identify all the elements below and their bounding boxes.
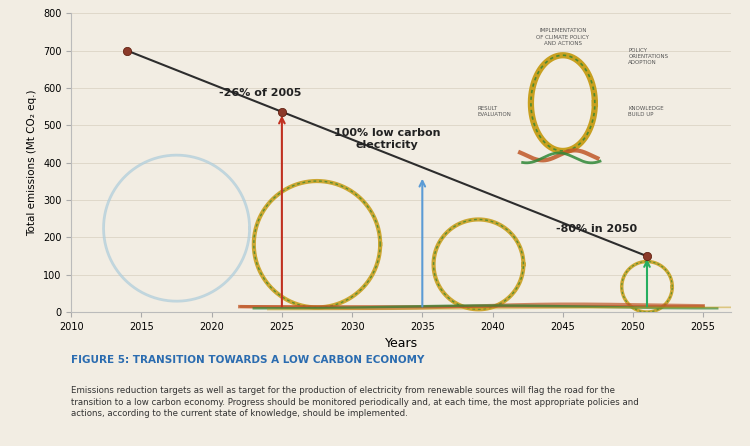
Text: Emissions reduction targets as well as target for the production of electricity : Emissions reduction targets as well as t… [71,386,639,418]
X-axis label: Years: Years [385,338,418,351]
Text: -26% of 2005: -26% of 2005 [219,88,301,98]
Text: RESULT
EVALUATION: RESULT EVALUATION [477,106,512,117]
Y-axis label: Total emissions (Mt CO₂ eq.): Total emissions (Mt CO₂ eq.) [28,90,38,236]
Text: POLICY
ORIENTATIONS
ADOPTION: POLICY ORIENTATIONS ADOPTION [628,48,668,65]
Text: IMPLEMENTATION
OF CLIMATE POLICY
AND ACTIONS: IMPLEMENTATION OF CLIMATE POLICY AND ACT… [536,29,590,46]
Text: FIGURE 5: TRANSITION TOWARDS A LOW CARBON ECONOMY: FIGURE 5: TRANSITION TOWARDS A LOW CARBO… [71,355,424,365]
Text: 100% low carbon
electricity: 100% low carbon electricity [334,128,440,150]
Text: KNOWLEDGE
BUILD UP: KNOWLEDGE BUILD UP [628,106,664,117]
Text: -80% in 2050: -80% in 2050 [556,224,637,234]
